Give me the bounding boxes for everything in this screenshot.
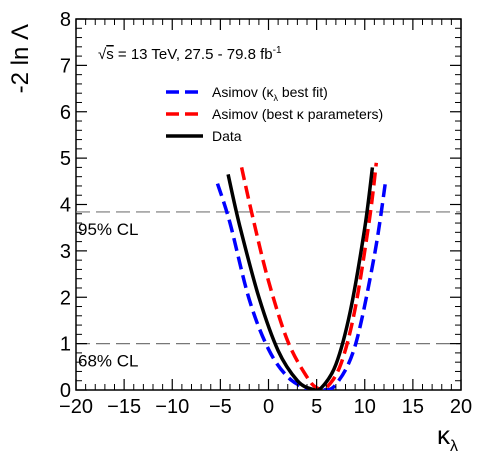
sqrt-s-variable: s	[106, 46, 114, 63]
annotation-text: = 13 TeV, 27.5 - 79.8 fb	[114, 46, 273, 63]
y-tick-label: 1	[60, 334, 71, 356]
x-tick-label: −5	[209, 396, 232, 418]
x-tick-label: −15	[107, 396, 141, 418]
y-tick-label: 8	[60, 9, 71, 31]
y-tick-label: 4	[60, 195, 71, 217]
y-axis-label: -2 ln Λ	[7, 24, 34, 93]
legend-label-asimov-kl-best-fit: Asimov (κλ best fit)	[212, 84, 328, 103]
y-tick-label: 3	[60, 241, 71, 263]
x-tick-label: 15	[402, 396, 424, 418]
x-axis-subscript: λ	[450, 438, 458, 455]
x-axis-label: κλ	[437, 420, 458, 455]
y-tick-label: 7	[60, 55, 71, 77]
reference-label-68cl: 68% CL	[78, 352, 138, 371]
annotation-superscript: -1	[273, 45, 282, 56]
series-line-data	[226, 167, 375, 390]
x-tick-label: 5	[311, 396, 322, 418]
legend-label-asimov-best-kappa: Asimov (best κ parameters)	[212, 106, 383, 122]
legend: Asimov (κλ best fit) Asimov (best κ param…	[166, 84, 383, 144]
y-tick-label: 5	[60, 148, 71, 170]
y-tick-label: 0	[60, 380, 71, 402]
x-axis-kappa: κ	[437, 420, 451, 450]
x-tick-label: −20	[59, 396, 93, 418]
plot-frame	[75, 18, 462, 391]
energy-luminosity-annotation: √s = 13 TeV, 27.5 - 79.8 fb-1	[98, 45, 282, 63]
sqrt-symbol: √	[98, 46, 107, 63]
y-tick-label: 6	[60, 102, 71, 124]
series-line-asimov-kl-best-fit	[215, 178, 388, 390]
x-tick-label: 20	[450, 396, 472, 418]
reference-label-95cl: 95% CL	[78, 220, 138, 239]
y-tick-label: 2	[60, 287, 71, 309]
x-tick-label: 0	[263, 396, 274, 418]
x-tick-label: −10	[155, 396, 189, 418]
legend-label-data: Data	[212, 128, 242, 144]
x-tick-label: 10	[354, 396, 376, 418]
